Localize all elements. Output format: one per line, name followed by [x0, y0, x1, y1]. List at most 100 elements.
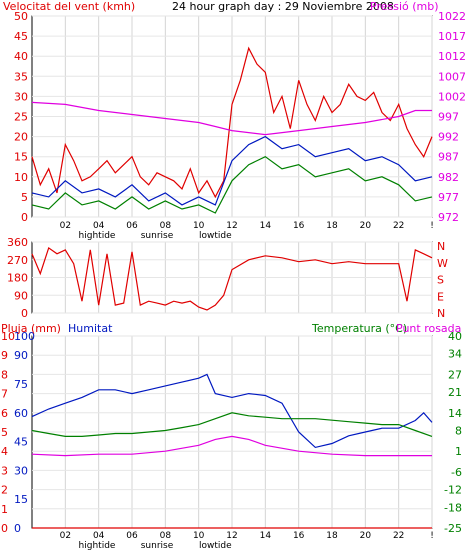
humidity-tick: 15 — [14, 493, 28, 506]
temperature-tick: 27 — [448, 368, 462, 381]
direction-tick: 180 — [7, 272, 28, 285]
hour-tick-label: 20 — [360, 221, 372, 231]
humidity-title: Humitat — [68, 322, 113, 335]
hour-tick-label: 12 — [226, 531, 237, 541]
temperature-tick: 34 — [448, 348, 462, 361]
pressure-tick: 1017 — [438, 30, 465, 43]
hour-tick-label: 06 — [126, 531, 138, 541]
rain-tick: 7 — [1, 388, 8, 401]
series-line-Humitat — [31, 373, 433, 449]
wind-speed-tick: 10 — [14, 171, 28, 184]
pressure-tick: 1007 — [438, 70, 465, 83]
temperature-title: Temperatura (°C) — [311, 322, 407, 335]
hour-tick-label: 02 — [60, 221, 71, 231]
pressure-tick: 1002 — [438, 90, 465, 103]
pressure-tick: 972 — [438, 211, 459, 224]
dew-point-title: Punt rosada — [396, 322, 461, 335]
pressure-tick: 987 — [438, 151, 459, 164]
compass-label: N — [437, 240, 445, 253]
pressure-tick: 1012 — [438, 50, 465, 63]
hour-tick-label: 10 — [193, 531, 205, 541]
hour-tick-label: 12 — [226, 221, 237, 231]
rain-tick: 1 — [1, 503, 8, 516]
temperature-tick: -12 — [444, 484, 462, 497]
humidity-tick: 30 — [14, 464, 28, 477]
wind-speed-tick: 5 — [21, 191, 28, 204]
series-line-direction — [31, 246, 433, 311]
hour-tick-label: 10 — [193, 221, 205, 231]
series-line-Temperatura (°C) — [31, 412, 433, 437]
hour-tick-label: 16 — [293, 221, 305, 231]
event-label-hightide: hightide — [79, 231, 116, 241]
compass-label: W — [437, 257, 448, 270]
wind-speed-tick: 30 — [14, 90, 28, 103]
rain-tick: 2 — [1, 484, 8, 497]
humidity-tick: 45 — [14, 436, 28, 449]
hour-tick-label: 08 — [160, 221, 172, 231]
pressure-title: Pressió (mb) — [370, 0, 439, 13]
series-line-gust — [31, 46, 433, 199]
pressure-tick: 1022 — [438, 10, 465, 23]
event-label-hightide: hightide — [79, 541, 116, 551]
humidity-tick: 90 — [14, 349, 28, 362]
rain-tick: 8 — [1, 368, 8, 381]
wind-speed-tick: 15 — [14, 151, 28, 164]
hour-tick-label: 02 — [60, 531, 71, 541]
compass-label: N — [437, 307, 445, 320]
series-line-pressure — [31, 101, 432, 136]
temperature-tick: -25 — [444, 522, 462, 535]
hour-tick-label: 16 — [293, 531, 305, 541]
humidity-tick: 60 — [14, 407, 28, 420]
rain-tick: 9 — [1, 349, 8, 362]
series-line-wind — [31, 135, 433, 206]
hour-tick-label: 20 — [360, 531, 372, 541]
hour-tick-label: ! — [430, 221, 434, 231]
wind-speed-tick: 35 — [14, 70, 28, 83]
event-label-lowtide: lowtide — [199, 231, 232, 241]
temperature-tick: -6 — [451, 466, 462, 479]
humidity-tick: 0 — [14, 522, 21, 535]
series-line-Punt rosada — [31, 435, 432, 457]
direction-tick: 270 — [7, 254, 28, 267]
temperature-tick: 40 — [448, 330, 462, 343]
direction-tick: 360 — [7, 236, 28, 249]
compass-label: E — [437, 290, 444, 303]
hour-tick-label: 18 — [326, 531, 338, 541]
humidity-tick: 100 — [14, 330, 35, 343]
rain-tick: 6 — [1, 407, 8, 420]
graph-date-title: 24 hour graph day : 29 Noviembre 2008 — [172, 0, 394, 13]
temperature-tick: 14 — [448, 407, 462, 420]
pressure-tick: 977 — [438, 191, 459, 204]
direction-tick: 90 — [14, 289, 28, 302]
rain-title: Pluja (mm) — [1, 322, 61, 335]
humidity-tick: 75 — [14, 378, 28, 391]
rain-tick: 4 — [1, 445, 8, 458]
pressure-tick: 992 — [438, 131, 459, 144]
event-label-sunrise: sunrise — [141, 231, 174, 241]
hour-tick-label: 08 — [160, 531, 172, 541]
wind-speed-tick: 25 — [14, 111, 28, 124]
hour-tick-label: 22 — [393, 221, 404, 231]
rain-tick: 10 — [1, 330, 15, 343]
hour-tick-label: 18 — [326, 221, 338, 231]
wind-speed-tick: 20 — [14, 131, 28, 144]
hour-tick-label: 06 — [126, 221, 138, 231]
rain-tick: 3 — [1, 464, 8, 477]
temperature-tick: -18 — [444, 501, 462, 514]
hour-tick-label: 04 — [93, 531, 105, 541]
direction-tick: 0 — [21, 307, 28, 320]
rain-tick: 0 — [1, 522, 8, 535]
wind-speed-tick: 50 — [14, 10, 28, 23]
hour-tick-label: 22 — [393, 531, 404, 541]
rain-tick: 5 — [1, 426, 8, 439]
series-line-average — [31, 156, 433, 214]
hour-tick-label: 14 — [260, 221, 272, 231]
hour-tick-label: ! — [430, 531, 434, 541]
event-label-sunrise: sunrise — [141, 541, 174, 551]
wind-speed-tick: 0 — [21, 211, 28, 224]
event-label-lowtide: lowtide — [199, 541, 232, 551]
hour-tick-label: 14 — [260, 531, 272, 541]
pressure-tick: 997 — [438, 111, 459, 124]
